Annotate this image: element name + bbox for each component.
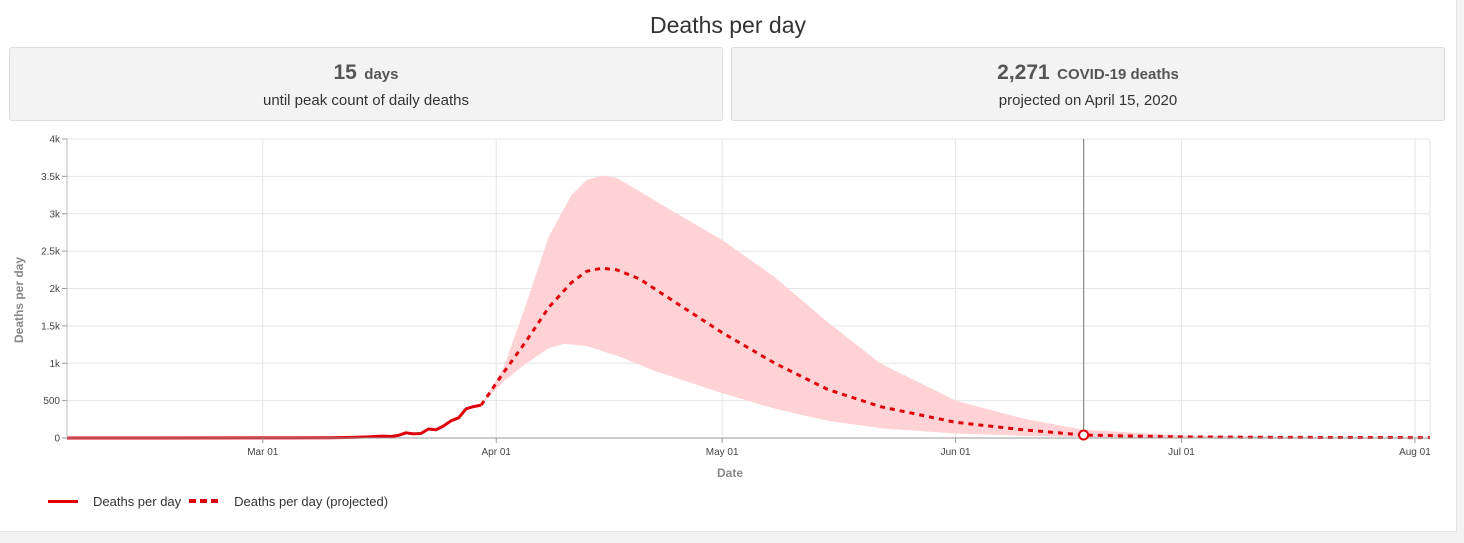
chart-title: Deaths per day — [650, 12, 806, 38]
peak-deaths-caption: projected on April 15, 2020 — [998, 92, 1178, 109]
projection-band — [481, 175, 1430, 438]
hover-marker-layer[interactable] — [1078, 139, 1090, 441]
peak-days-value: 15 — [333, 61, 357, 84]
y-tick-label: 2.5k — [41, 247, 61, 258]
chart-legend: Deaths per day Deaths per day (projected… — [48, 492, 396, 510]
x-tick-label: Jun 01 — [941, 447, 971, 458]
peak-deaths-value: 2,271 — [997, 61, 1050, 84]
actual-deaths-line — [67, 403, 482, 440]
deaths-line-chart[interactable]: 0 500 1k 1.5k 2k 2.5k 3k 3.5k 4k Mar 01 Apr 01 May … — [0, 125, 1456, 490]
y-tick-label: 3.5k — [41, 172, 61, 183]
x-tick-label: Mar 01 — [247, 447, 279, 458]
projected-deaths-line — [479, 266, 1431, 440]
projection-band-layer — [481, 175, 1430, 438]
axes: 0 500 1k 1.5k 2k 2.5k 3k 3.5k 4k Mar 01 Apr 01 May … — [41, 135, 1431, 459]
peak-days-unit: days — [364, 66, 399, 83]
y-tick-label: 500 — [43, 396, 60, 407]
peak-deaths-box: 2,271 COVID-19 deaths projected on April… — [731, 47, 1445, 121]
legend-label-projected: Deaths per day (projected) — [234, 493, 389, 509]
y-tick-label: 4k — [49, 135, 61, 146]
legend-solid-swatch — [48, 499, 78, 503]
legend-label-actual: Deaths per day — [93, 493, 182, 509]
y-tick-label: 3k — [49, 209, 61, 220]
peak-days-caption: until peak count of daily deaths — [263, 92, 469, 109]
y-tick-label: 0 — [54, 434, 60, 445]
legend-item-actual[interactable]: Deaths per day — [48, 494, 181, 509]
x-tick-label: Jul 01 — [1168, 447, 1195, 458]
y-axis-title: Deaths per day — [12, 257, 26, 343]
x-axis-title: Date — [717, 466, 743, 480]
peak-countdown-box: 15 days until peak count of daily deaths — [9, 47, 723, 121]
hover-marker-point[interactable] — [1078, 429, 1090, 441]
y-tick-label: 1.5k — [41, 321, 61, 332]
y-tick-label: 2k — [49, 284, 61, 295]
x-tick-label: Aug 01 — [1399, 447, 1431, 458]
legend-item-projected[interactable]: Deaths per day (projected) — [189, 494, 388, 509]
x-tick-label: May 01 — [706, 447, 739, 458]
y-tick-label: 1k — [49, 359, 61, 370]
x-tick-label: Apr 01 — [481, 447, 511, 458]
legend-dashed-swatch — [189, 499, 220, 503]
peak-deaths-unit: COVID-19 deaths — [1057, 66, 1179, 83]
chart-card: Deaths per day 15 days until peak count … — [0, 0, 1457, 532]
